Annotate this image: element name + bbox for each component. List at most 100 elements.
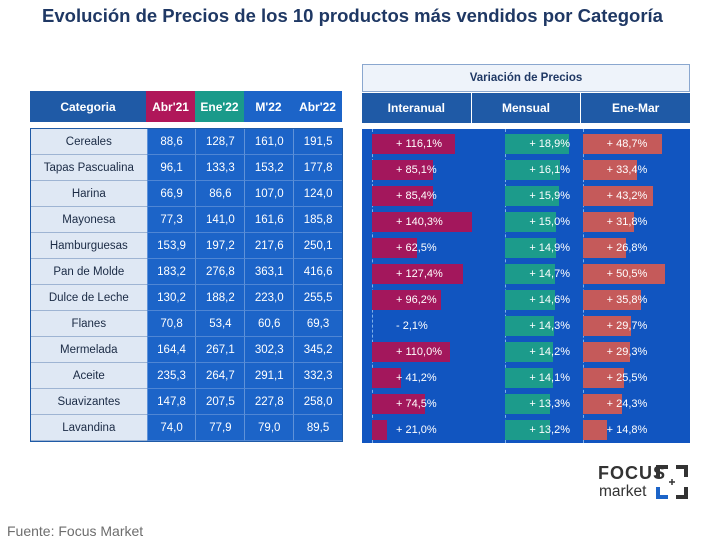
cell-ene22: 133,3 (195, 155, 245, 181)
axis-line-ene-mar (582, 129, 585, 443)
bar-row: + 85,4% + 15,9% + 43,2% (362, 183, 690, 209)
cell-m22: 363,1 (244, 259, 294, 285)
focus-market-logo: FOCUS market (598, 463, 693, 503)
label-mensual: + 14,7% (529, 268, 570, 280)
label-interanual: + 140,3% (396, 216, 443, 228)
cell-categoria: Mayonesa (31, 207, 147, 233)
bar-ene-mar (582, 160, 637, 180)
table-row: Suavizantes 147,8 207,5 227,8 258,0 (31, 389, 342, 415)
cell-ene22: 53,4 (195, 311, 245, 337)
cell-ene22: 141,0 (195, 207, 245, 233)
table-row: Hamburguesas 153,9 197,2 217,6 250,1 (31, 233, 342, 259)
cell-m22: 227,8 (244, 389, 294, 415)
bar-interanual (372, 342, 451, 362)
table-row: Tapas Pascualina 96,1 133,3 153,2 177,8 (31, 155, 342, 181)
cell-categoria: Dulce de Leche (31, 285, 147, 311)
cell-abr21: 130,2 (146, 285, 196, 311)
header-mensual: Mensual (471, 93, 582, 123)
bar-mensual (505, 160, 560, 180)
label-ene-mar: + 14,8% (606, 424, 648, 436)
cell-categoria: Tapas Pascualina (31, 155, 147, 181)
cell-m22: 217,6 (244, 233, 294, 259)
cell-abr22: 89,5 (293, 415, 342, 441)
header-interanual: Interanual (362, 93, 472, 123)
label-interanual: - 2,1% (396, 320, 428, 332)
cell-abr22: 191,5 (293, 129, 342, 155)
label-ene-mar: + 24,3% (606, 398, 648, 410)
cell-abr22: 345,2 (293, 337, 342, 363)
bar-interanual (372, 394, 426, 414)
bar-ene-mar (582, 238, 627, 258)
bar-row: + 62,5% + 14,9% + 26,8% (362, 235, 690, 261)
bar-interanual (372, 264, 463, 284)
bar-mensual (505, 316, 554, 336)
header-ene22: Ene'22 (195, 91, 244, 122)
bar-mensual (505, 134, 570, 154)
cell-abr21: 164,4 (146, 337, 196, 363)
cell-m22: 223,0 (244, 285, 294, 311)
cell-abr22: 332,3 (293, 363, 342, 389)
label-interanual: + 110,0% (396, 346, 442, 358)
label-interanual: + 127,4% (396, 268, 443, 280)
logo-focus-text: FOCUS (598, 463, 666, 483)
cell-m22: 161,0 (244, 129, 294, 155)
label-ene-mar: + 26,8% (606, 242, 648, 254)
bar-ene-mar (582, 186, 653, 206)
table-row: Lavandina 74,0 77,9 79,0 89,5 (31, 415, 342, 441)
axis-line-mensual (505, 129, 507, 443)
cell-abr21: 74,0 (146, 415, 196, 441)
label-interanual: + 96,2% (396, 294, 437, 306)
cell-m22: 302,3 (244, 337, 294, 363)
bar-mensual (505, 420, 551, 440)
label-interanual: + 74,5% (396, 398, 437, 410)
table-row: Mermelada 164,4 267,1 302,3 345,2 (31, 337, 342, 363)
label-mensual: + 16,1% (529, 164, 570, 176)
label-ene-mar: + 31,8% (606, 216, 648, 228)
cell-abr22: 255,5 (293, 285, 342, 311)
bar-interanual (372, 160, 433, 180)
bar-mensual (505, 212, 557, 232)
label-mensual: + 15,0% (529, 216, 570, 228)
cell-ene22: 264,7 (195, 363, 245, 389)
bar-mensual (505, 368, 554, 388)
cell-abr22: 258,0 (293, 389, 342, 415)
cell-abr22: 185,8 (293, 207, 342, 233)
label-ene-mar: + 25,5% (606, 372, 648, 384)
table-row: Dulce de Leche 130,2 188,2 223,0 255,5 (31, 285, 342, 311)
table-row: Aceite 235,3 264,7 291,1 332,3 (31, 363, 342, 389)
cell-m22: 79,0 (244, 415, 294, 441)
bar-mensual (505, 290, 555, 310)
header-abr22: Abr'22 (293, 91, 342, 122)
cell-abr21: 66,9 (146, 181, 196, 207)
label-mensual: + 13,3% (529, 398, 570, 410)
bar-ene-mar (582, 316, 631, 336)
cell-ene22: 197,2 (195, 233, 245, 259)
label-ene-mar: + 35,8% (606, 294, 648, 306)
bar-interanual (372, 290, 441, 310)
cell-m22: 107,0 (244, 181, 294, 207)
label-interanual: + 41,2% (396, 372, 437, 384)
bar-ene-mar (582, 420, 607, 440)
label-ene-mar: + 48,7% (606, 138, 648, 150)
cell-abr21: 147,8 (146, 389, 196, 415)
cell-abr21: 96,1 (146, 155, 196, 181)
cell-categoria: Pan de Molde (31, 259, 147, 285)
table-row: Pan de Molde 183,2 276,8 363,1 416,6 (31, 259, 342, 285)
label-interanual: + 21,0% (396, 424, 437, 436)
variation-header-row: Interanual Mensual Ene-Mar (362, 93, 691, 123)
bar-ene-mar (582, 290, 641, 310)
bar-row: + 110,0% + 14,2% + 29,3% (362, 339, 690, 365)
table-body: Cereales 88,6 128,7 161,0 191,5 Tapas Pascual… (30, 128, 343, 442)
cell-m22: 161,6 (244, 207, 294, 233)
bar-row: + 85,1% + 16,1% + 33,4% (362, 157, 690, 183)
bar-interanual (372, 238, 417, 258)
bar-row: - 2,1% + 14,3% + 29,7% (362, 313, 690, 339)
bar-mensual (505, 186, 560, 206)
cell-ene22: 188,2 (195, 285, 245, 311)
bar-mensual (505, 264, 556, 284)
cell-abr22: 250,1 (293, 233, 342, 259)
cell-categoria: Cereales (31, 129, 147, 155)
variation-title: Variación de Precios (362, 64, 690, 92)
bar-interanual (372, 134, 455, 154)
label-interanual: + 116,1% (396, 138, 442, 150)
